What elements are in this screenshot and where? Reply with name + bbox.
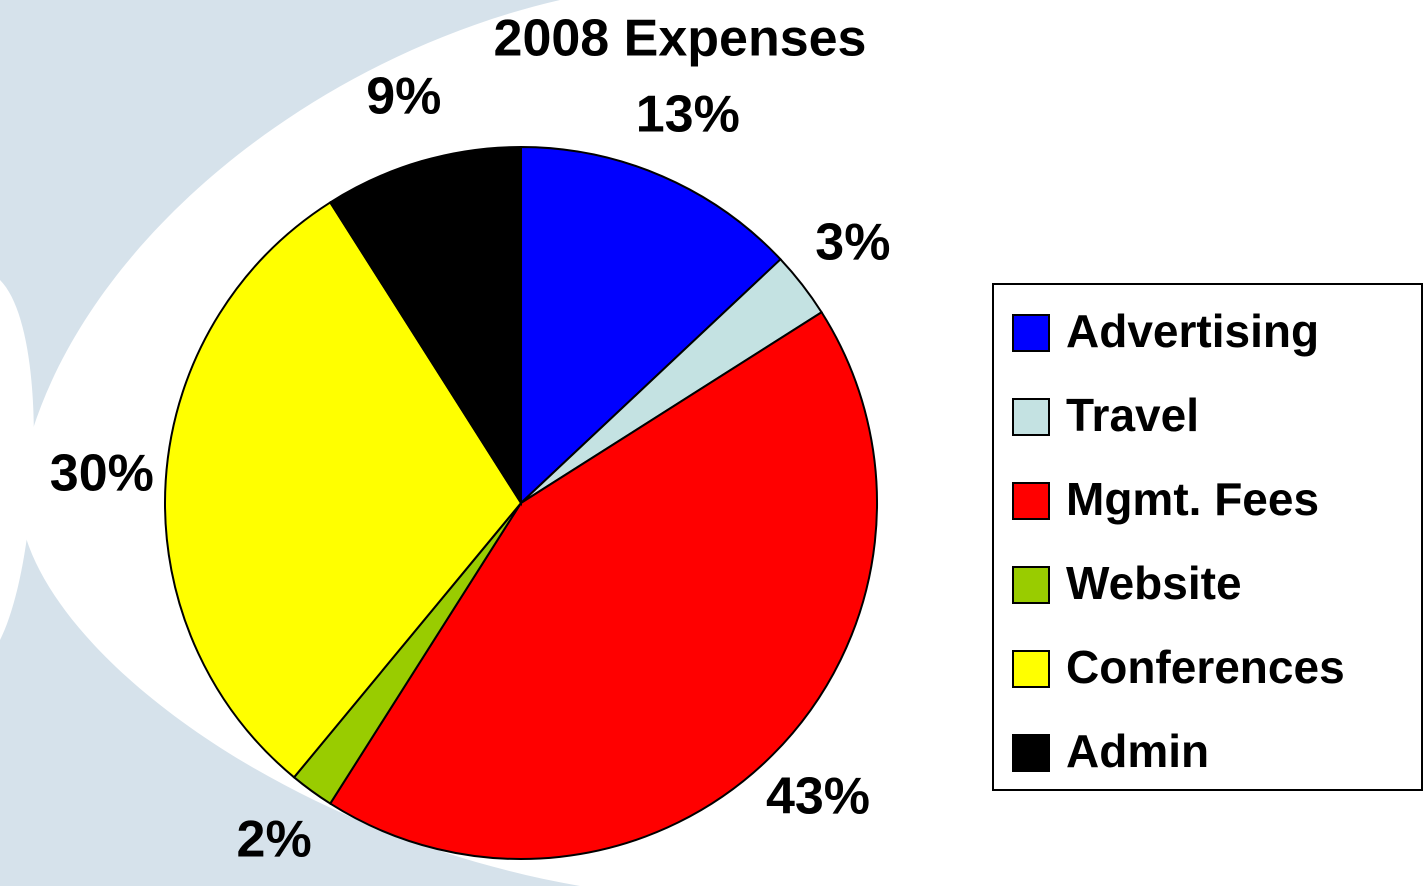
legend-label: Conferences xyxy=(1066,641,1345,693)
legend-swatch xyxy=(1012,734,1050,772)
pie-slice xyxy=(328,310,878,860)
pie-slice xyxy=(328,145,522,507)
pie-slice xyxy=(520,145,782,506)
legend-label: Mgmt. Fees xyxy=(1066,473,1319,525)
legend-box xyxy=(992,283,1423,791)
data-label: 3% xyxy=(815,213,890,271)
legend-swatch xyxy=(1012,482,1050,520)
legend-swatch xyxy=(1012,566,1050,604)
data-label: 9% xyxy=(366,67,441,125)
legend-label: Travel xyxy=(1066,389,1199,441)
chart-title: 2008 Expenses xyxy=(494,10,867,68)
legend-label: Advertising xyxy=(1066,305,1319,357)
data-label: 30% xyxy=(50,444,154,502)
legend-label: Website xyxy=(1066,557,1242,609)
legend-swatch xyxy=(1012,650,1050,688)
legend-label: Admin xyxy=(1066,725,1209,777)
background-cutout xyxy=(0,280,34,640)
background-shape xyxy=(0,0,580,886)
legend-swatch xyxy=(1012,314,1050,352)
data-label: 2% xyxy=(237,811,312,869)
data-label: 13% xyxy=(636,85,740,143)
data-label: 43% xyxy=(766,768,870,826)
legend-swatch xyxy=(1012,398,1050,436)
pie-slice xyxy=(164,201,523,779)
